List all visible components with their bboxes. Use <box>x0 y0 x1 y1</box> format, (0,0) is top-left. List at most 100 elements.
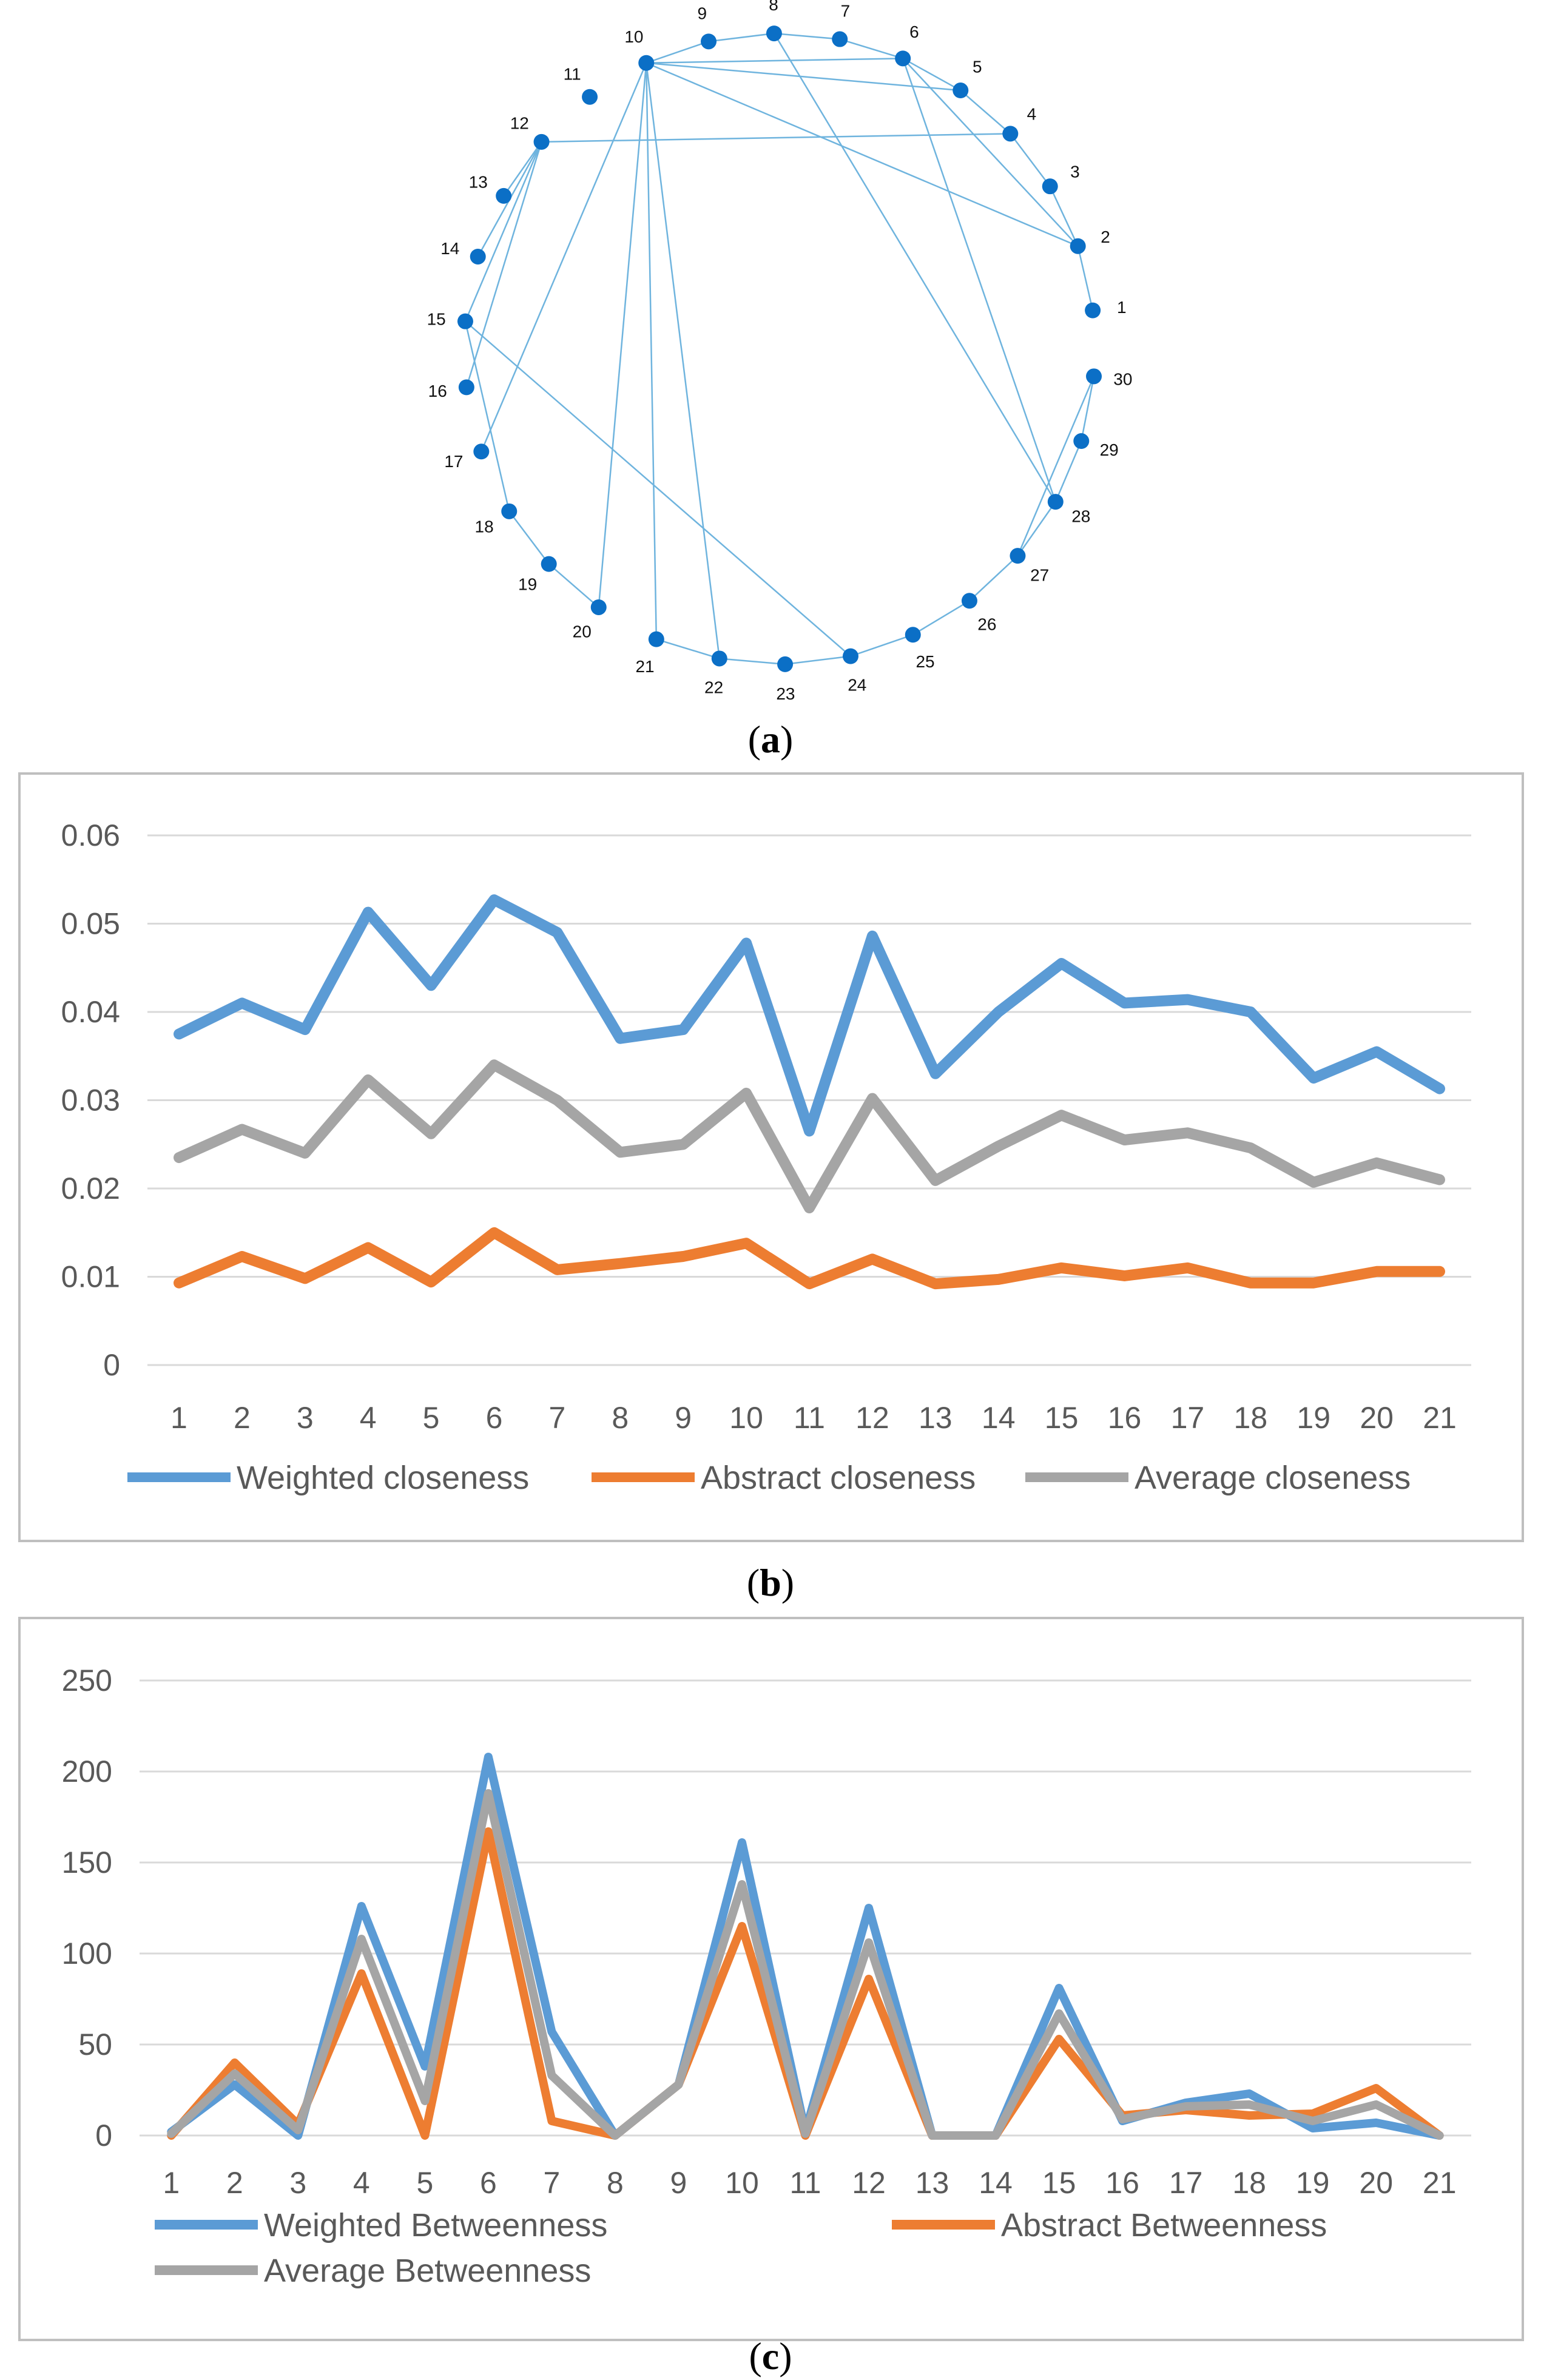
network-node <box>533 133 550 150</box>
network-edge <box>1054 440 1082 502</box>
legend-label: Abstract Betweenness <box>1001 2207 1327 2243</box>
series-line <box>174 1059 1445 1213</box>
x-tick-label: 2 <box>226 2166 243 2200</box>
series-line <box>167 1789 1444 2140</box>
network-node <box>1073 433 1090 450</box>
x-tick-label: 15 <box>1045 1401 1079 1435</box>
network-node-label: 17 <box>444 452 463 471</box>
x-tick-label: 17 <box>1171 1401 1205 1435</box>
x-tick-label: 14 <box>982 1401 1016 1435</box>
network-node-label: 19 <box>518 575 537 593</box>
network-node-label: 18 <box>475 517 494 536</box>
network-node <box>842 648 858 664</box>
x-tick-label: 2 <box>234 1401 251 1435</box>
network-node-label: 14 <box>440 239 459 258</box>
x-tick-label: 21 <box>1423 2166 1457 2200</box>
legend-label: Abstract closeness <box>701 1460 976 1496</box>
y-tick-label: 0.06 <box>61 818 120 852</box>
caption-a: (a) <box>748 718 794 761</box>
network-node <box>1042 178 1058 195</box>
betweenness-legend: Weighted Betweenness Abstract Betweenness… <box>155 2207 1327 2289</box>
network-edge <box>656 638 720 659</box>
network-edge <box>646 58 903 64</box>
network-nodes <box>457 25 1102 672</box>
network-edge <box>773 33 1056 502</box>
network-node <box>1047 494 1064 510</box>
network-node <box>1070 238 1086 254</box>
network-node <box>582 89 598 105</box>
network-node-label: 22 <box>704 678 723 697</box>
network-edge <box>481 62 647 452</box>
y-tick-label: 0.01 <box>61 1260 120 1294</box>
x-tick-label: 7 <box>548 1401 565 1435</box>
network-edge <box>508 511 550 565</box>
x-tick-label: 10 <box>729 1401 763 1435</box>
x-tick-label: 8 <box>607 2166 624 2200</box>
network-node <box>541 556 557 572</box>
network-node-label: 26 <box>977 615 996 634</box>
network-node-label: 30 <box>1113 370 1132 389</box>
network-edge <box>598 62 647 608</box>
network-edge <box>503 141 542 197</box>
network-edge <box>541 133 1011 143</box>
network-node <box>832 31 848 47</box>
y-tick-label: 0.04 <box>61 995 120 1029</box>
x-tick-label: 8 <box>612 1401 629 1435</box>
network-node <box>777 656 794 672</box>
network-edge <box>1049 186 1079 247</box>
network-node-label: 23 <box>776 684 795 703</box>
network-node <box>457 313 473 329</box>
network-edge <box>774 32 840 40</box>
x-tick-label: 12 <box>855 1401 889 1435</box>
y-tick-label: 150 <box>62 1846 112 1879</box>
series-line <box>174 1227 1445 1290</box>
network-node <box>1010 548 1026 564</box>
network-node-label: 5 <box>973 58 982 76</box>
network-edge <box>784 655 851 666</box>
network-edge <box>646 41 709 64</box>
network-edge <box>708 32 775 42</box>
network-node-label: 8 <box>769 0 778 14</box>
network-edge <box>1017 501 1056 556</box>
closeness-chart: 00.010.020.030.040.050.06 1 2 3 4 5 6 7 8 9 10 11 1… <box>18 772 1524 1542</box>
closeness-series <box>174 894 1445 1290</box>
legend-label: Average closeness <box>1135 1460 1411 1496</box>
network-edge <box>902 58 1056 502</box>
network-edge <box>850 634 914 657</box>
x-tick-label: 19 <box>1297 1401 1330 1435</box>
network-node-label: 4 <box>1027 105 1037 124</box>
network-node-label: 13 <box>469 173 488 192</box>
network-node <box>473 443 490 460</box>
x-tick-label: 11 <box>790 2166 821 2200</box>
network-edge <box>1081 376 1095 442</box>
network-node-label: 2 <box>1101 228 1110 246</box>
network-node-label: 21 <box>635 657 654 676</box>
x-tick-label: 9 <box>670 2166 687 2200</box>
network-node-label: 11 <box>564 64 581 83</box>
network-node-label: 24 <box>848 675 866 694</box>
x-tick-label: 18 <box>1234 1401 1268 1435</box>
x-tick-label: 17 <box>1169 2166 1203 2200</box>
network-node <box>590 599 607 615</box>
network-node-label: 1 <box>1117 298 1127 317</box>
network-node <box>501 503 518 519</box>
network-node-label: 29 <box>1100 440 1119 459</box>
x-tick-label: 13 <box>915 2166 949 2200</box>
x-tick-label: 6 <box>486 1401 503 1435</box>
network-node-label: 7 <box>841 1 851 20</box>
y-tick-label: 250 <box>62 1664 112 1697</box>
network-edge <box>1077 246 1094 311</box>
network-edge <box>548 563 599 608</box>
legend-label: Weighted Betweenness <box>264 2207 607 2243</box>
network-node <box>458 379 474 396</box>
network-edge <box>912 600 970 636</box>
x-tick-label: 4 <box>360 1401 377 1435</box>
network-node <box>711 650 727 667</box>
network-edge <box>1010 133 1051 187</box>
x-tick-label: 5 <box>416 2166 433 2200</box>
x-tick-label: 14 <box>979 2166 1013 2200</box>
network-node-label: 10 <box>624 27 643 46</box>
